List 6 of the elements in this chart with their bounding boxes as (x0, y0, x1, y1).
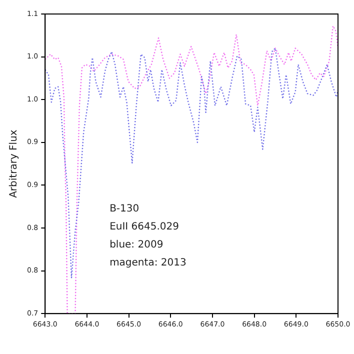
annotation: EuII 6645.029 (110, 222, 180, 233)
line-series (45, 48, 338, 278)
y-axis-title: Arbitrary Flux (8, 130, 20, 198)
annotation: blue: 2009 (110, 240, 164, 251)
annotation: magenta: 2013 (110, 258, 186, 269)
annotation: B-130 (110, 204, 140, 215)
